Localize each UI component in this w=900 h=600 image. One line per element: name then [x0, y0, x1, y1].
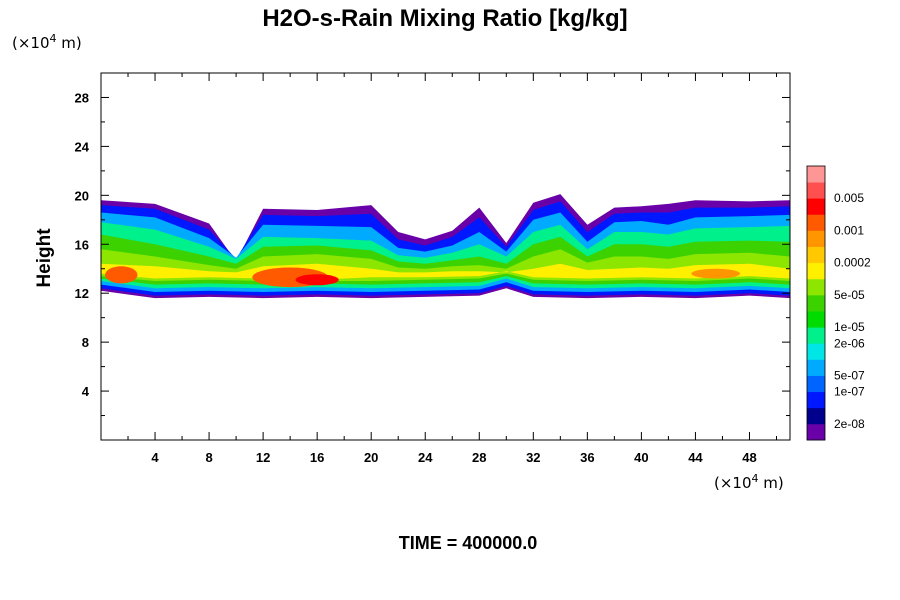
colorbar-swatch [807, 166, 825, 183]
x-tick-label: 44 [688, 450, 703, 465]
x-tick-label: 40 [634, 450, 648, 465]
colorbar-label: 0.0002 [834, 256, 871, 270]
y-tick-label: 4 [82, 384, 90, 399]
colorbar-frame [806, 165, 826, 441]
max-region-3 [691, 268, 741, 279]
colorbar-swatch [807, 294, 825, 312]
y-tick-label: 24 [75, 139, 90, 154]
colorbar-swatch [807, 262, 825, 280]
colorbar-swatch [807, 375, 825, 393]
colorbar-label: 1e-07 [834, 385, 865, 399]
contour-field [101, 194, 790, 299]
y-tick-label: 16 [75, 237, 89, 252]
y-tick-label: 20 [75, 188, 89, 203]
x-tick-label: 32 [526, 450, 540, 465]
colorbar-swatch [807, 423, 825, 441]
colorbar-swatch [807, 343, 825, 360]
colorbar-label: 2e-08 [834, 417, 865, 431]
y-tick-label: 8 [82, 335, 89, 350]
colorbar-swatch [807, 278, 825, 296]
colorbar-swatch [807, 214, 825, 231]
x-tick-label: 8 [205, 450, 212, 465]
x-tick-label: 28 [472, 450, 486, 465]
x-tick-label: 36 [580, 450, 594, 465]
y-axis: 4 8 12 16 20 24 28 [75, 90, 790, 417]
chart-title: H2O-s-Rain Mixing Ratio [kg/kg] [262, 5, 627, 32]
y-tick-label: 28 [75, 90, 89, 105]
colorbar-label: 1e-05 [834, 320, 865, 334]
colorbar-label: 2e-06 [834, 336, 865, 350]
colorbar-swatch [807, 327, 825, 344]
plot-frame [100, 72, 791, 441]
colorbar-swatch [807, 230, 825, 247]
time-label: TIME = 400000.0 [399, 533, 538, 553]
x-tick-label: 24 [418, 450, 433, 465]
colorbar-swatch [807, 311, 825, 328]
colorbar-swatch [807, 407, 825, 425]
colorbar: 2e-08 1e-07 5e-07 2e-06 1e-05 5e-05 0.0002 0.00… [806, 165, 871, 441]
x-tick-label: 20 [364, 450, 378, 465]
x-tick-label: 16 [310, 450, 324, 465]
colorbar-label: 0.005 [834, 191, 864, 205]
x-units-label: (×104 m) [714, 472, 784, 492]
y-axis-label: Height [34, 228, 55, 288]
colorbar-swatch [807, 246, 825, 264]
x-tick-label: 48 [742, 450, 756, 465]
colorbar-swatch [807, 391, 825, 409]
colorbar-label: 5e-07 [834, 369, 865, 383]
y-units-label: (×104 m) [12, 32, 82, 52]
x-tick-label: 4 [151, 450, 159, 465]
colorbar-swatch [807, 182, 825, 199]
x-axis: 4 8 12 16 20 24 28 32 36 40 44 48 [127, 73, 777, 465]
colorbar-label: 5e-05 [834, 288, 865, 302]
x-tick-label: 12 [256, 450, 270, 465]
y-tick-label: 12 [75, 286, 89, 301]
colorbar-swatch [807, 359, 825, 376]
colorbar-label: 0.001 [834, 223, 864, 237]
max-region-0 [105, 266, 138, 284]
max-region-2 [295, 274, 339, 286]
colorbar-swatch [807, 198, 825, 215]
